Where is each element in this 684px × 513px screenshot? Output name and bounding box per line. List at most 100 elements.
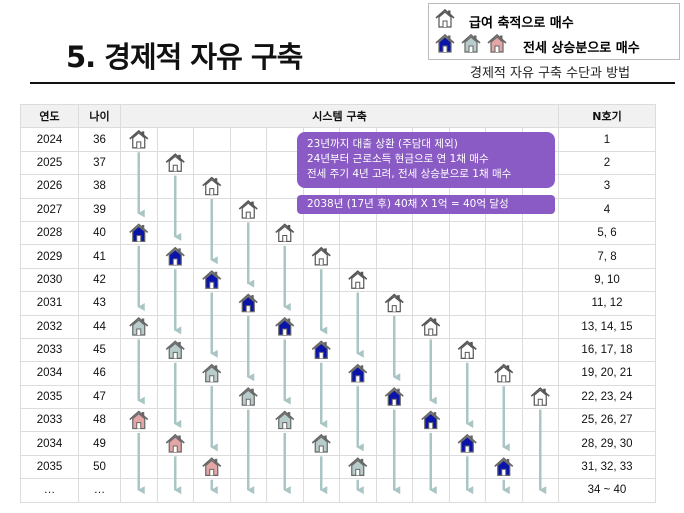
system-cell <box>375 267 413 293</box>
system-cell <box>266 314 304 339</box>
age-cell: 38 <box>78 174 121 199</box>
year-cell: 2028 <box>20 220 79 246</box>
system-cell <box>485 408 523 433</box>
system-cell <box>156 220 194 246</box>
system-cell <box>448 314 486 339</box>
unit-cell: 11, 12 <box>558 291 656 316</box>
system-cell <box>120 314 158 339</box>
age-cell: 40 <box>78 220 121 246</box>
system-cell <box>339 478 377 503</box>
system-cell <box>485 314 523 339</box>
system-cell <box>485 454 523 480</box>
system-cell <box>485 291 523 316</box>
system-cell <box>120 361 158 386</box>
system-cell <box>485 220 523 246</box>
unit-cell: 22, 23, 24 <box>558 384 656 410</box>
unit-cell: 1 <box>558 127 656 152</box>
system-cell <box>229 408 267 433</box>
header-system: 시스템 구축 <box>120 103 559 129</box>
system-cell <box>120 408 158 433</box>
system-cell <box>229 174 267 199</box>
unit-cell: 28, 29, 30 <box>558 431 656 456</box>
year-cell: 2035 <box>20 384 79 410</box>
system-cell <box>156 408 194 433</box>
system-cell <box>193 127 231 152</box>
system-cell <box>339 454 377 480</box>
unit-cell: 2 <box>558 150 656 176</box>
system-cell <box>120 197 158 222</box>
system-cell <box>120 431 158 456</box>
system-cell <box>120 454 158 480</box>
system-cell <box>229 454 267 480</box>
system-cell <box>302 244 340 269</box>
year-cell: 2027 <box>20 197 79 222</box>
system-cell <box>193 314 231 339</box>
system-cell <box>266 220 304 246</box>
system-cell <box>156 174 194 199</box>
system-cell <box>193 244 231 269</box>
system-cell <box>229 314 267 339</box>
system-cell <box>229 197 267 222</box>
page-title: 5. 경제적 자유 구축 <box>66 40 303 74</box>
system-cell <box>375 361 413 386</box>
system-cell <box>339 291 377 316</box>
system-cell <box>229 220 267 246</box>
age-cell: 36 <box>78 127 121 152</box>
system-cell <box>229 150 267 176</box>
system-cell <box>266 361 304 386</box>
system-cell <box>193 454 231 480</box>
system-cell <box>302 408 340 433</box>
year-cell: 2025 <box>20 150 79 176</box>
year-cell: 2033 <box>20 337 79 363</box>
system-cell <box>229 267 267 293</box>
system-cell <box>193 337 231 363</box>
system-cell <box>193 361 231 386</box>
system-cell <box>339 220 377 246</box>
system-cell <box>266 384 304 410</box>
year-cell: 2035 <box>20 454 79 480</box>
house-gray-icon <box>461 33 481 58</box>
system-cell <box>156 127 194 152</box>
system-cell <box>229 384 267 410</box>
system-cell <box>156 454 194 480</box>
system-cell <box>485 337 523 363</box>
age-cell: … <box>78 478 121 503</box>
system-cell <box>193 431 231 456</box>
header-unit: N호기 <box>558 103 656 129</box>
system-cell <box>485 267 523 293</box>
system-cell <box>412 361 450 386</box>
table-row: 2035 47 22, 23, 24 <box>20 384 656 410</box>
system-cell <box>302 478 340 503</box>
goal-text: 2038년 (17년 후) 40채 X 1억 = 40억 달성 <box>307 198 509 210</box>
system-cell <box>302 384 340 410</box>
unit-cell: 31, 32, 33 <box>558 454 656 480</box>
system-cell <box>156 478 194 503</box>
year-cell: 2032 <box>20 314 79 339</box>
system-cell <box>412 384 450 410</box>
unit-cell: 4 <box>558 197 656 222</box>
age-cell: 43 <box>78 291 121 316</box>
system-cell <box>521 244 559 269</box>
system-cell <box>375 431 413 456</box>
system-cell <box>266 478 304 503</box>
system-cell <box>229 127 267 152</box>
system-cell <box>266 244 304 269</box>
system-cell <box>448 408 486 433</box>
age-cell: 49 <box>78 431 121 456</box>
system-cell <box>521 454 559 480</box>
system-cell <box>448 267 486 293</box>
year-cell: 2026 <box>20 174 79 199</box>
age-cell: 39 <box>78 197 121 222</box>
system-cell <box>156 267 194 293</box>
system-cell <box>302 337 340 363</box>
system-cell <box>412 244 450 269</box>
system-cell <box>485 431 523 456</box>
age-cell: 37 <box>78 150 121 176</box>
year-cell: 2034 <box>20 361 79 386</box>
system-cell <box>375 478 413 503</box>
unit-cell: 25, 26, 27 <box>558 408 656 433</box>
title-divider <box>30 82 675 84</box>
age-cell: 42 <box>78 267 121 293</box>
unit-cell: 19, 20, 21 <box>558 361 656 386</box>
page-subtitle: 경제적 자유 구축 수단과 방법 <box>470 66 631 81</box>
